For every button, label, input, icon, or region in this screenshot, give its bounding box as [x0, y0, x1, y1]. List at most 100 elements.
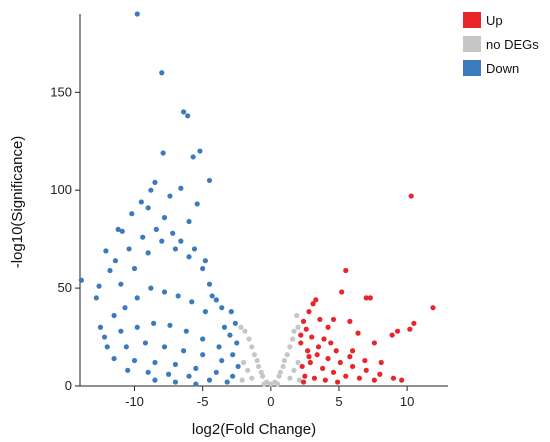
point-up [317, 316, 323, 323]
x-tick-label: -10 [125, 394, 144, 409]
point-down [161, 344, 168, 350]
x-axis-title: log2(Fold Change) [192, 421, 316, 438]
point-up [321, 336, 327, 342]
point-up [300, 379, 307, 385]
y-tick-label: 100 [50, 182, 72, 197]
point-down [111, 355, 117, 362]
point-down [206, 281, 213, 287]
point-down [197, 148, 203, 154]
point-up [322, 377, 328, 383]
point-up [371, 377, 377, 383]
point-no-degs [249, 375, 255, 381]
point-down [180, 348, 187, 354]
point-down [153, 226, 159, 232]
point-down [172, 246, 179, 252]
point-down [104, 344, 110, 350]
point-up [363, 295, 369, 301]
point-up [306, 354, 312, 360]
axes [79, 14, 448, 387]
point-down [145, 369, 151, 375]
point-down [200, 336, 206, 342]
point-up [349, 363, 356, 370]
point-down [230, 373, 236, 379]
point-down [148, 187, 154, 193]
point-down [165, 371, 172, 377]
point-down [125, 367, 131, 373]
point-down [115, 226, 121, 232]
point-down [228, 309, 234, 315]
point-down [160, 150, 166, 156]
legend-swatch [463, 60, 481, 76]
point-up [325, 355, 331, 362]
point-up [311, 375, 318, 381]
point-down [227, 332, 233, 338]
point-down [186, 254, 192, 260]
point-no-degs [255, 363, 262, 370]
point-up [306, 309, 312, 315]
point-down [142, 340, 149, 346]
point-down [183, 328, 189, 334]
point-no-degs [254, 357, 260, 364]
point-down [219, 305, 225, 311]
y-tick-label: 0 [65, 378, 72, 393]
point-up [325, 324, 331, 330]
legend-label: Down [486, 61, 519, 76]
point-down [175, 293, 181, 299]
point-up [356, 375, 363, 381]
point-up [349, 348, 356, 354]
point-down [119, 228, 125, 234]
point-down [230, 352, 236, 358]
point-down [118, 328, 124, 334]
point-up [399, 377, 405, 383]
point-down [213, 297, 219, 303]
point-down [134, 324, 140, 330]
point-down [202, 309, 208, 315]
point-no-degs [294, 312, 300, 319]
y-ticks: 0 50 100 150 [50, 84, 80, 393]
point-down [221, 324, 228, 330]
point-down [209, 293, 215, 299]
point-down [186, 218, 192, 225]
point-up [343, 267, 349, 274]
point-down [190, 154, 196, 160]
point-down [186, 373, 192, 379]
point-up [305, 348, 311, 354]
legend-swatch [463, 36, 481, 52]
point-up [330, 369, 337, 375]
point-down [134, 295, 140, 301]
point-up [355, 330, 361, 336]
point-down [96, 283, 102, 289]
point-down [131, 265, 138, 272]
point-no-degs [295, 324, 301, 330]
point-up [363, 367, 369, 373]
point-down [172, 379, 179, 385]
point-down [172, 361, 179, 368]
point-no-degs [258, 369, 264, 375]
point-no-degs [287, 375, 293, 381]
point-down [152, 179, 158, 185]
point-no-degs [296, 377, 303, 383]
point-down [126, 246, 132, 252]
point-up [362, 357, 368, 364]
point-down [122, 305, 128, 311]
point-no-degs [260, 373, 266, 379]
point-down [185, 113, 191, 119]
point-up [303, 326, 309, 332]
point-down [206, 377, 213, 383]
point-down [152, 359, 158, 366]
point-no-degs [280, 363, 286, 370]
point-down [159, 70, 165, 76]
point-no-degs [261, 381, 267, 387]
point-up [367, 295, 373, 301]
point-no-degs [276, 373, 282, 379]
point-down [191, 246, 198, 252]
y-tick-label: 150 [50, 84, 72, 99]
point-up [302, 373, 308, 379]
point-no-degs [281, 357, 288, 364]
point-down [200, 352, 206, 358]
point-down [152, 377, 158, 383]
x-tick-label: -5 [197, 394, 209, 409]
point-down [138, 199, 144, 205]
legend-swatch [463, 12, 481, 28]
point-down [97, 324, 104, 330]
